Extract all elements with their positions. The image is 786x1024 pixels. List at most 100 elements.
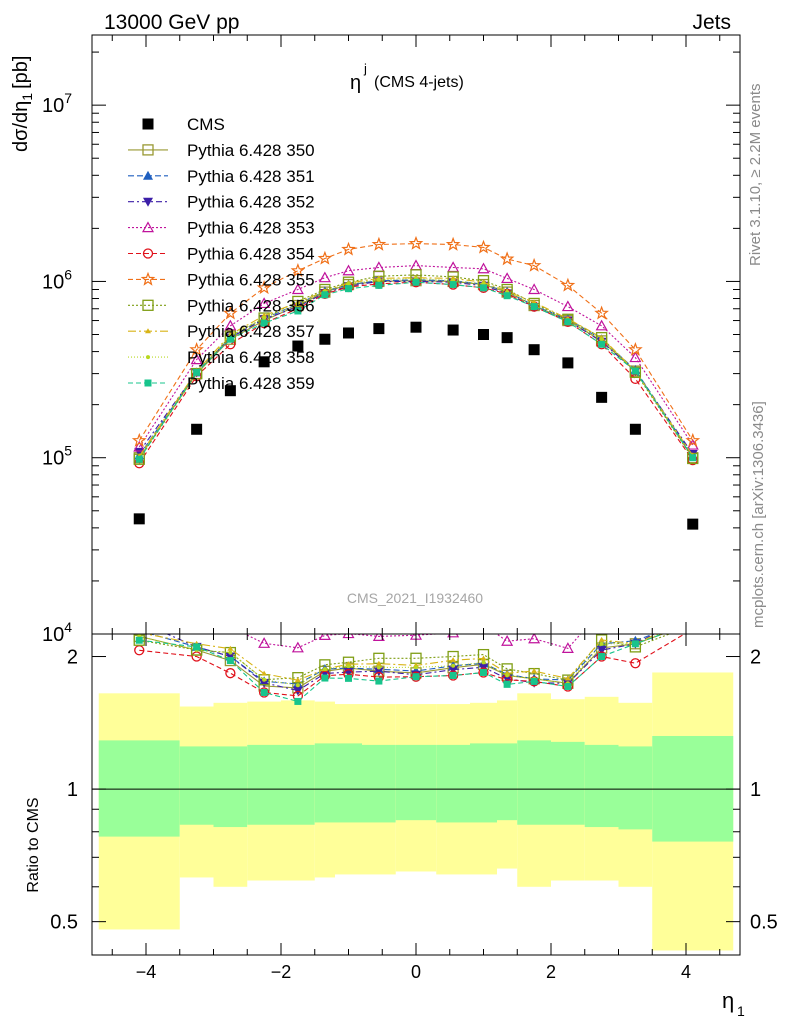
marker	[134, 588, 146, 599]
marker	[290, 262, 306, 278]
marker	[225, 622, 235, 631]
marker	[135, 636, 143, 644]
title-superscript: j	[363, 61, 367, 76]
legend-entry: Pythia 6.428 358	[128, 348, 315, 367]
marker	[501, 634, 514, 646]
legend-label: Pythia 6.428 357	[187, 322, 315, 341]
ratio-y-tick-label-right: 2	[750, 647, 761, 669]
x-tick-label: 0	[411, 962, 421, 982]
ratio-y-ticks: 0.5 0.5 1 1 2 2	[50, 647, 778, 934]
marker	[144, 379, 152, 387]
legend-label: Pythia 6.428 353	[187, 219, 315, 238]
legend-label: Pythia 6.428 358	[187, 348, 315, 367]
marker	[260, 688, 268, 696]
marker	[142, 248, 154, 259]
marker	[505, 673, 510, 678]
marker	[598, 653, 606, 661]
ratio-series-pythia-6-428-359	[135, 620, 696, 705]
marker	[410, 652, 422, 664]
legend-entry: Pythia 6.428 359	[128, 374, 315, 393]
legend-label: Pythia 6.428 352	[187, 193, 315, 212]
data-point	[343, 327, 354, 339]
stat-uncertainty-band	[470, 743, 497, 823]
marker	[134, 605, 144, 614]
y-tick-label: 106	[42, 266, 72, 293]
marker	[142, 144, 154, 156]
y-label-unit: [pb]	[10, 56, 32, 89]
marker	[499, 251, 515, 266]
marker	[226, 657, 234, 665]
legend-entry: Pythia 6.428 356	[128, 296, 315, 315]
stat-uncertainty-band	[281, 744, 315, 825]
marker	[502, 674, 513, 684]
marker	[345, 285, 352, 293]
data-point	[373, 323, 385, 335]
marker	[225, 668, 236, 679]
stat-uncertainty-band	[335, 743, 362, 823]
stat-uncertainty-band	[362, 744, 396, 823]
title-text: (CMS 4-jets)	[374, 74, 464, 91]
marker	[689, 620, 696, 627]
stat-uncertainty-band	[584, 744, 619, 828]
marker	[291, 641, 304, 653]
marker	[224, 319, 237, 331]
y-tick-label: 105	[42, 443, 72, 470]
marker	[376, 277, 381, 282]
marker	[598, 340, 606, 348]
marker	[258, 687, 270, 698]
stat-uncertainty-band	[618, 746, 653, 830]
marker	[628, 341, 643, 356]
marker	[629, 351, 642, 363]
ratio-y-tick-label: 0.5	[50, 912, 78, 934]
marker	[449, 281, 457, 289]
marker	[133, 440, 146, 452]
legend-label: Pythia 6.428 350	[187, 141, 315, 160]
marker	[409, 259, 423, 271]
marker	[412, 673, 420, 681]
marker	[343, 574, 354, 585]
ratio-line	[139, 634, 686, 697]
marker	[630, 658, 641, 669]
data-point	[191, 423, 203, 435]
marker	[294, 697, 302, 705]
marker	[689, 454, 697, 462]
marker	[321, 291, 329, 299]
marker	[410, 574, 421, 585]
marker	[342, 264, 355, 276]
y-label-main: dσ/dη	[10, 101, 32, 152]
stat-uncertainty-band	[213, 746, 248, 828]
marker	[292, 595, 303, 606]
stat-uncertainty-band	[395, 744, 437, 821]
marker	[530, 677, 538, 685]
marker	[225, 590, 236, 601]
marker	[480, 655, 487, 661]
marker	[346, 281, 351, 286]
x-ticks: −4 −2 0 2 4	[111, 634, 721, 982]
data-point	[629, 423, 641, 435]
marker	[376, 665, 381, 670]
stat-uncertainty-band	[436, 744, 470, 823]
marker	[445, 236, 461, 251]
marker	[561, 642, 574, 653]
marker	[476, 239, 491, 254]
marker	[227, 645, 234, 651]
marker	[481, 660, 486, 665]
marker	[450, 657, 457, 663]
y-axis-label: dσ/dη1 [pb]	[10, 56, 35, 152]
marker	[528, 573, 539, 584]
ratio-y-tick-label: 1	[67, 779, 78, 801]
ratio-line	[139, 634, 671, 681]
side-label-rivet: Rivet 3.1.10, ≥ 2.2M events	[747, 84, 764, 267]
marker	[373, 667, 384, 677]
marker	[630, 584, 641, 595]
data-point	[410, 321, 422, 333]
marker	[190, 353, 203, 365]
data-point	[133, 513, 145, 525]
marker	[193, 643, 201, 651]
marker	[687, 575, 699, 586]
series-line	[138, 277, 694, 459]
marker	[261, 312, 268, 318]
analysis-watermark: CMS_2021_I1932460	[347, 590, 483, 606]
marker	[630, 605, 640, 614]
